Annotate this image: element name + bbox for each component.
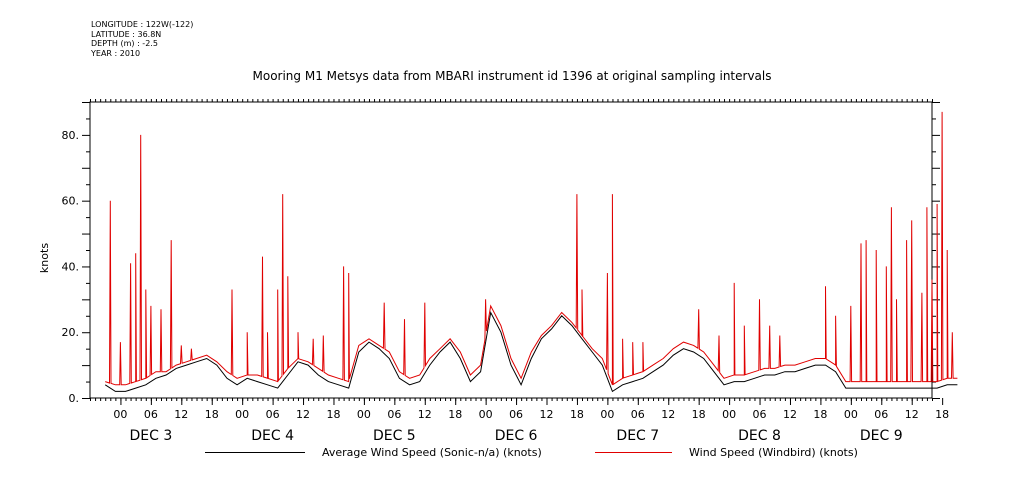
- x-tick-label: 00: [357, 408, 371, 421]
- x-day-label: DEC 5: [373, 428, 416, 444]
- x-tick-label: 06: [266, 408, 280, 421]
- x-tick-label: 00: [600, 408, 614, 421]
- x-tick-label: 06: [631, 408, 645, 421]
- x-tick-label: 06: [753, 408, 767, 421]
- depth-text: DEPTH (m) : -2.5: [91, 39, 158, 48]
- legend: Average Wind Speed (Sonic-n/a) (knots) Wi…: [205, 446, 858, 459]
- x-tick-label: 00: [479, 408, 493, 421]
- x-tick-label: 12: [540, 408, 554, 421]
- x-tick-label: 00: [844, 408, 858, 421]
- y-tick-label: 20.: [62, 326, 80, 339]
- year-text: YEAR : 2010: [91, 48, 141, 58]
- x-tick-label: 18: [326, 408, 340, 421]
- x-tick-label: 18: [205, 408, 219, 421]
- x-tick-label: 00: [113, 408, 127, 421]
- x-tick-label: 06: [874, 408, 888, 421]
- y-axis-label: knots: [38, 243, 51, 273]
- y-tick-label: 40.: [62, 260, 80, 273]
- x-tick-label: 12: [905, 408, 919, 421]
- x-tick-label: 18: [813, 408, 827, 421]
- y-tick-label: 0.: [69, 392, 80, 405]
- series-line-average-wind-speed: [104, 310, 958, 393]
- x-tick-label: 12: [174, 408, 188, 421]
- x-day-label: DEC 7: [616, 428, 659, 444]
- latitude-text: LATITUDE : 36.8N: [91, 29, 162, 39]
- x-tick-label: 12: [296, 408, 310, 421]
- x-tick-label: 12: [783, 408, 797, 421]
- x-day-label: DEC 4: [251, 428, 294, 444]
- x-day-label: DEC 6: [495, 428, 538, 444]
- plot-frame: [89, 101, 933, 399]
- x-tick-label: 18: [570, 408, 584, 421]
- axis-ticks: 00 06 12 18 00 06 12 18 00 06 12 18 00 06 12 18 00 06 12 18…: [62, 99, 949, 444]
- x-tick-label: 18: [935, 408, 949, 421]
- y-tick-label: 80.: [62, 129, 80, 142]
- series-layer: [104, 111, 958, 393]
- series-line-windbird-wind-speed: [105, 111, 958, 386]
- plot-border: [89, 101, 933, 399]
- legend-label: Wind Speed (Windbird) (knots): [689, 446, 858, 459]
- x-tick-label: 06: [387, 408, 401, 421]
- chart-title: Mooring M1 Metsys data from MBARI instru…: [253, 69, 772, 83]
- longitude-text: LONGITUDE : 122W(-122): [91, 20, 194, 29]
- y-tick-label: 60.: [62, 195, 80, 208]
- x-tick-label: 12: [418, 408, 432, 421]
- legend-label: Average Wind Speed (Sonic-n/a) (knots): [322, 446, 542, 459]
- x-tick-label: 06: [144, 408, 158, 421]
- x-day-label: DEC 3: [129, 428, 172, 444]
- x-tick-label: 18: [692, 408, 706, 421]
- metadata-block: LONGITUDE : 122W(-122) LATITUDE : 36.8N …: [91, 20, 193, 58]
- x-day-label: DEC 9: [860, 428, 903, 444]
- x-day-label: DEC 8: [738, 428, 781, 444]
- x-tick-label: 18: [448, 408, 462, 421]
- x-tick-label: 06: [509, 408, 523, 421]
- x-tick-label: 12: [661, 408, 675, 421]
- x-tick-label: 00: [722, 408, 736, 421]
- x-tick-label: 00: [235, 408, 249, 421]
